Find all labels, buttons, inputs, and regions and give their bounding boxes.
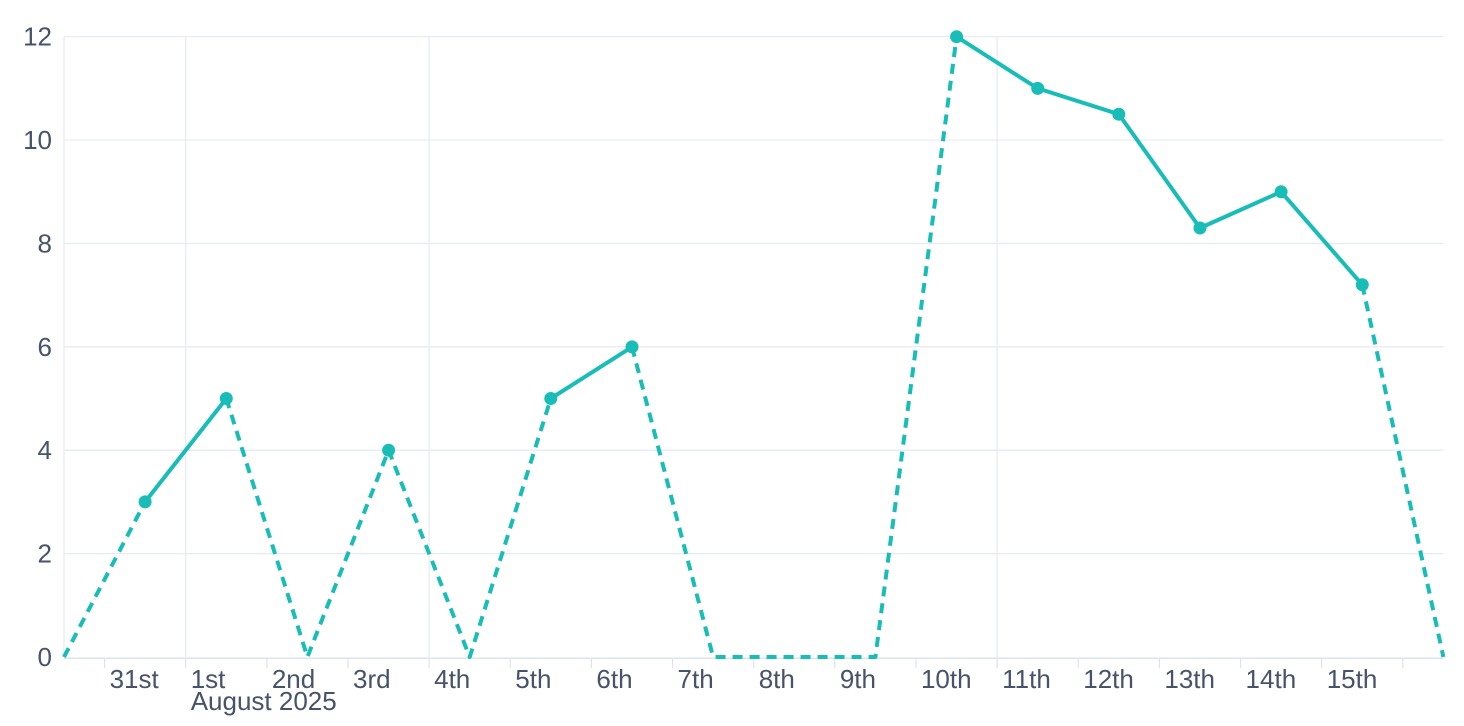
x-tick-label: 31st bbox=[110, 664, 160, 694]
x-tick-label: 1st bbox=[191, 664, 226, 694]
x-tick-label: 15th bbox=[1327, 664, 1378, 694]
y-tick-label: 8 bbox=[38, 228, 52, 258]
data-point-marker[interactable] bbox=[625, 340, 639, 354]
x-tick-label: 2nd bbox=[272, 664, 315, 694]
x-tick-label: 11th bbox=[1002, 664, 1051, 694]
line-segment-solid bbox=[954, 34, 1365, 287]
line-segment-solid bbox=[548, 344, 634, 401]
y-tick-label: 2 bbox=[38, 539, 52, 569]
x-tick-label: 9th bbox=[840, 664, 876, 694]
data-point-marker[interactable] bbox=[219, 392, 233, 405]
y-tick-label: 10 bbox=[23, 125, 52, 155]
x-tick-label: 3rd bbox=[353, 664, 391, 694]
line-segment-dashed bbox=[1360, 284, 1446, 658]
line-segment-dashed bbox=[62, 500, 147, 658]
line-segment-dashed bbox=[224, 397, 553, 659]
x-tick-label: 13th bbox=[1164, 664, 1215, 694]
data-point-marker[interactable] bbox=[1193, 221, 1207, 235]
data-point-marker[interactable] bbox=[1274, 185, 1288, 199]
data-point-marker[interactable] bbox=[1355, 278, 1369, 292]
x-tick-label: 8th bbox=[759, 664, 795, 694]
x-tick-label: 10th bbox=[921, 664, 972, 694]
x-tick-label: 12th bbox=[1083, 664, 1134, 694]
month-label: August 2025 bbox=[191, 686, 337, 716]
y-tick-label: 0 bbox=[38, 642, 52, 672]
data-point-marker[interactable] bbox=[544, 392, 558, 405]
x-tick-label: 6th bbox=[596, 664, 632, 694]
y-tick-label: 12 bbox=[23, 22, 52, 52]
x-tick-label: 4th bbox=[434, 664, 470, 694]
data-point-marker[interactable] bbox=[382, 443, 396, 457]
y-tick-label: 6 bbox=[38, 332, 52, 362]
line-segment-solid bbox=[143, 396, 229, 504]
x-tick-label: 5th bbox=[515, 664, 551, 694]
data-point-marker[interactable] bbox=[950, 30, 964, 44]
data-point-marker[interactable] bbox=[138, 495, 152, 509]
x-tick-label: 7th bbox=[678, 664, 714, 694]
x-tick-label: 14th bbox=[1246, 664, 1297, 694]
data-point-marker[interactable] bbox=[1112, 107, 1126, 121]
data-point-marker[interactable] bbox=[1031, 81, 1045, 95]
y-tick-label: 4 bbox=[38, 435, 52, 465]
line-segment-dashed bbox=[630, 36, 959, 659]
